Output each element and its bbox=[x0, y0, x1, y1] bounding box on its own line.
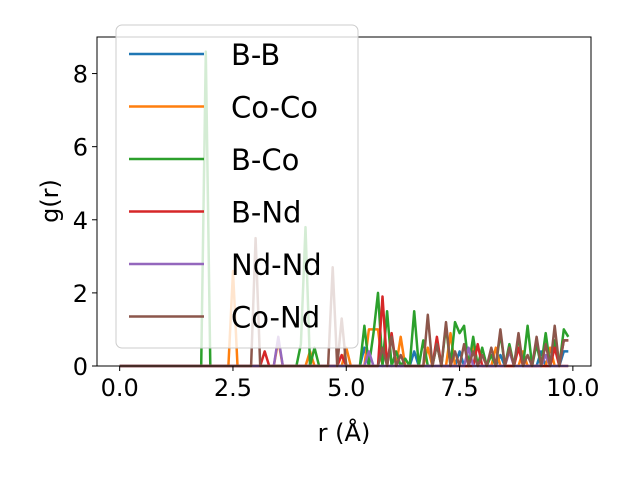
legend-entry: B-Co bbox=[231, 143, 299, 177]
legend-entry: Co-Co bbox=[231, 91, 318, 125]
legend-entry: Nd-Nd bbox=[231, 248, 322, 282]
legend: B-B Co-Co B-Co B-Nd Nd-Nd Co-Nd bbox=[115, 24, 359, 349]
y-tick-label: 6 bbox=[73, 134, 88, 162]
y-axis-label: g(r) bbox=[36, 179, 64, 223]
x-tick-label: 7.5 bbox=[440, 374, 478, 402]
legend-entry: B-B bbox=[231, 38, 280, 72]
x-axis-label: r (Å) bbox=[318, 418, 371, 447]
x-tick-label: 10.0 bbox=[546, 374, 599, 402]
y-tick-label: 4 bbox=[73, 207, 88, 235]
x-tick-label: 5.0 bbox=[327, 374, 365, 402]
y-tick-label: 2 bbox=[73, 280, 88, 308]
x-tick-label: 0.0 bbox=[101, 374, 139, 402]
y-tick-label: 0 bbox=[73, 353, 88, 381]
axis-ticks: 0.0 2.5 5.0 7.5 10.0 0 2 4 6 8 bbox=[73, 61, 600, 402]
legend-entry: B-Nd bbox=[231, 196, 301, 230]
y-tick-label: 8 bbox=[73, 61, 88, 89]
legend-entry: Co-Nd bbox=[231, 301, 320, 335]
x-tick-label: 2.5 bbox=[214, 374, 252, 402]
